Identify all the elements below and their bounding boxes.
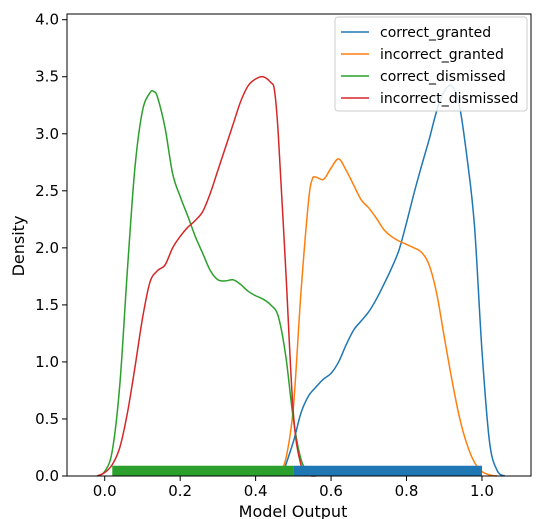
y-tick-label: 1.0	[35, 353, 59, 371]
y-tick-label: 3.0	[35, 125, 59, 143]
y-axis-label: Density	[9, 216, 28, 277]
y-tick-label: 3.5	[35, 68, 59, 86]
y-tick-label: 2.5	[35, 182, 59, 200]
series-line-correct_dismissed	[96, 89, 317, 477]
series-line-incorrect_granted	[277, 158, 498, 477]
x-tick-label: 0.2	[168, 482, 192, 500]
axes-frame	[66, 13, 532, 477]
axes-layer: 0.0 0.2 0.4 0.6 0.8 1.0 0.0 0.5 1.0 1.5 2.0 2.5 3.0 3…	[35, 11, 532, 500]
series-line-incorrect_dismissed	[96, 75, 317, 477]
y-tick-label: 0.5	[35, 410, 59, 428]
y-tick-label: 4.0	[35, 11, 59, 29]
legend-box	[334, 16, 528, 112]
x-axis-label: Model Output	[239, 502, 348, 519]
x-tick-label: 0.8	[395, 482, 419, 500]
rug-band-correct_granted	[293, 465, 482, 476]
series-line-correct_granted	[281, 84, 506, 477]
rug-band-correct_dismissed	[112, 465, 294, 476]
legend-label-incorrect_dismissed: incorrect_dismissed	[380, 91, 518, 107]
y-tick-label: 2.0	[35, 239, 59, 257]
x-tick-label: 0.4	[244, 482, 268, 500]
legend-label-incorrect_granted: incorrect_granted	[380, 47, 504, 63]
rug-layer	[112, 465, 482, 476]
x-tick-label: 0.6	[319, 482, 343, 500]
legend: correct_granted incorrect_granted correct_…	[334, 16, 528, 112]
x-tick-label: 1.0	[470, 482, 494, 500]
legend-label-correct_granted: correct_granted	[380, 25, 491, 41]
y-tick-label: 1.5	[35, 296, 59, 314]
legend-label-correct_dismissed: correct_dismissed	[380, 69, 506, 85]
series-layer	[96, 75, 506, 477]
y-tick-label: 0.0	[35, 467, 59, 485]
x-tick-label: 0.0	[93, 482, 117, 500]
